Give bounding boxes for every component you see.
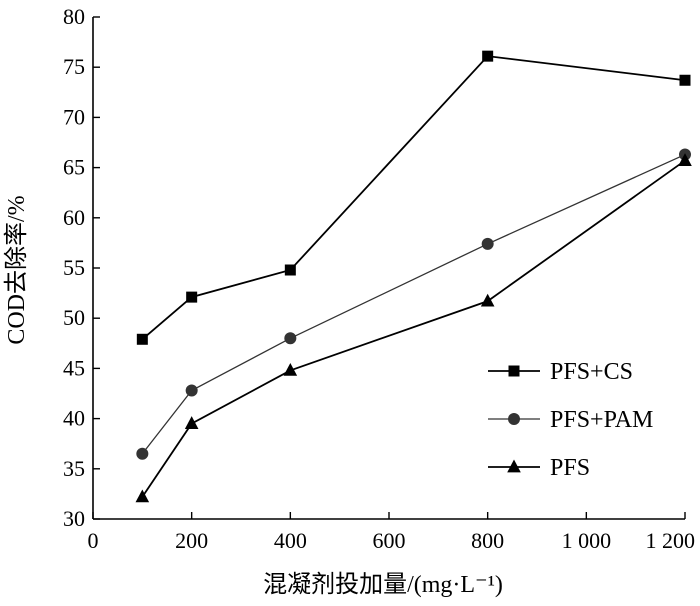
legend-label: PFS bbox=[550, 455, 590, 481]
series-line bbox=[141, 159, 686, 498]
data-point bbox=[186, 291, 198, 303]
data-point bbox=[135, 489, 150, 503]
data-point bbox=[136, 333, 148, 345]
series-line bbox=[141, 55, 686, 340]
y-axis-title: COD去除率/% bbox=[3, 195, 30, 344]
legend-marker bbox=[508, 365, 520, 377]
axes bbox=[92, 16, 686, 520]
legend-item: PFS+PAM bbox=[488, 407, 653, 433]
y-tick-label: 65 bbox=[63, 155, 85, 180]
data-point bbox=[184, 416, 199, 430]
x-tick-label: 400 bbox=[274, 528, 307, 553]
y-tick-label: 40 bbox=[63, 406, 85, 431]
data-point bbox=[482, 50, 494, 62]
data-point bbox=[481, 237, 494, 250]
data-point bbox=[284, 332, 297, 345]
x-tick-label: 800 bbox=[471, 528, 504, 553]
x-axis-title: 混凝剂投加量/(mg·L⁻¹) bbox=[263, 571, 503, 598]
legend-label: PFS+PAM bbox=[550, 407, 653, 433]
legend-marker bbox=[508, 413, 520, 425]
legend-label: PFS+CS bbox=[550, 359, 633, 385]
data-point bbox=[679, 74, 691, 86]
series-pfs bbox=[135, 153, 692, 503]
y-tick-label: 35 bbox=[63, 456, 85, 481]
series-pfs-plus-cs bbox=[136, 50, 691, 345]
data-point bbox=[678, 153, 692, 166]
data-point bbox=[185, 384, 198, 397]
y-tick-label: 60 bbox=[63, 205, 85, 230]
x-tick-label: 200 bbox=[175, 528, 208, 553]
data-point bbox=[283, 362, 298, 376]
y-tick-label: 50 bbox=[63, 305, 85, 330]
x-tick-label: 600 bbox=[373, 528, 406, 553]
legend: PFS+CS PFS+PAM PFS bbox=[488, 359, 653, 481]
x-tick-label: 0 bbox=[88, 528, 99, 553]
legend-marker bbox=[507, 459, 521, 473]
y-tick-label: 80 bbox=[63, 4, 85, 29]
x-tick-label: 1 000 bbox=[562, 528, 612, 553]
y-tick-label: 45 bbox=[63, 355, 85, 380]
y-tick-label: 55 bbox=[63, 255, 85, 280]
data-point bbox=[284, 264, 296, 276]
x-tick-label: 1 200 bbox=[646, 528, 696, 553]
y-tick-label: 70 bbox=[63, 104, 85, 129]
series-group bbox=[135, 50, 692, 503]
series-pfs-plus-pam bbox=[136, 148, 691, 460]
y-tick-label: 75 bbox=[63, 54, 85, 79]
data-point bbox=[136, 447, 149, 460]
legend-item: PFS bbox=[488, 455, 590, 481]
y-tick-label: 30 bbox=[63, 506, 85, 531]
legend-item: PFS+CS bbox=[488, 359, 633, 385]
data-point bbox=[480, 293, 495, 307]
